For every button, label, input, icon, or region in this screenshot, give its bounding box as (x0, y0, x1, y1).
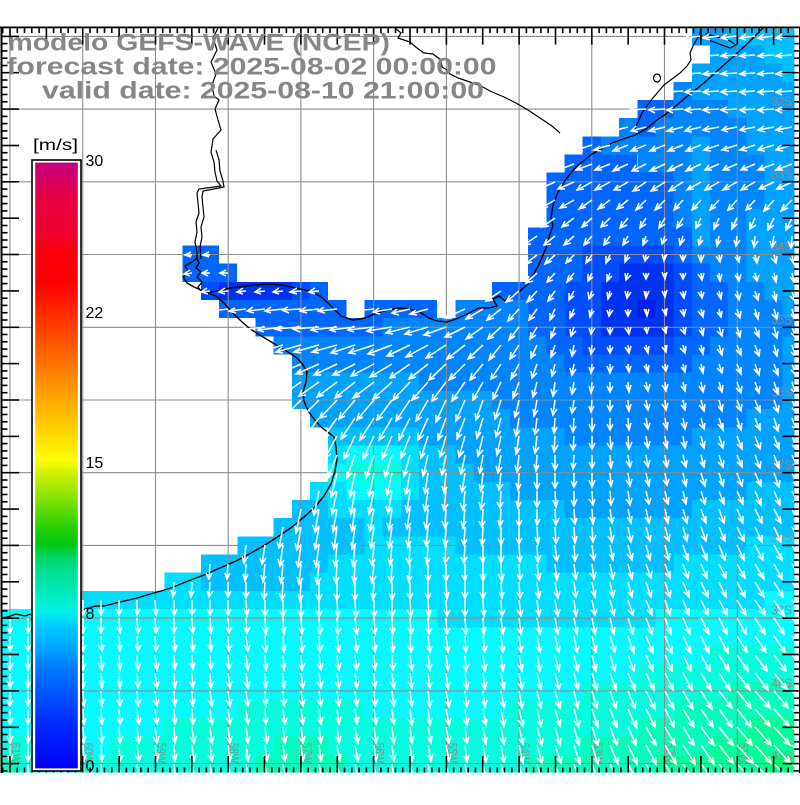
svg-text:61W: 61W (9, 743, 24, 764)
svg-text:8: 8 (86, 606, 95, 623)
svg-text:valid date: 2025-08-10 21:00:0: valid date: 2025-08-10 21:00:00 (42, 77, 484, 104)
svg-text:36S: 36S (772, 385, 793, 400)
svg-text:35S: 35S (772, 312, 793, 327)
svg-text:32S: 32S (772, 94, 793, 109)
svg-text:modelo GEFS-WAVE (NCEP): modelo GEFS-WAVE (NCEP) (8, 30, 390, 57)
svg-text:0: 0 (86, 758, 95, 775)
svg-text:15: 15 (86, 455, 104, 472)
svg-text:34S: 34S (772, 239, 793, 254)
svg-text:38S: 38S (772, 530, 793, 545)
svg-text:[m/s]: [m/s] (33, 137, 78, 154)
svg-text:forecast date: 2025-08-02 00:0: forecast date: 2025-08-02 00:00:00 (7, 54, 497, 81)
svg-text:39S: 39S (772, 603, 793, 618)
svg-text:30: 30 (86, 153, 104, 170)
svg-text:31S: 31S (772, 21, 793, 36)
svg-text:53W: 53W (590, 743, 605, 764)
svg-text:22: 22 (86, 305, 104, 322)
